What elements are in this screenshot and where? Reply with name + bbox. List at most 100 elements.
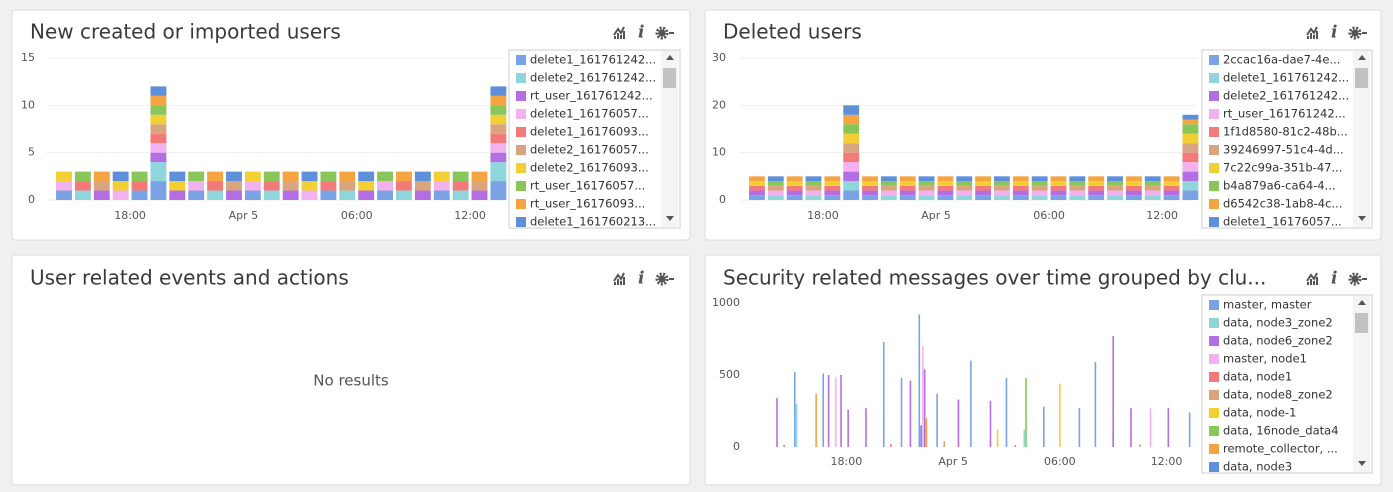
legend-swatch[interactable]	[516, 91, 526, 101]
legend-swatch[interactable]	[1209, 336, 1219, 346]
legend-label[interactable]: 1f1d8580-81c2-48b...	[1223, 125, 1348, 139]
bar-segment	[244, 171, 261, 182]
bar-segment	[74, 190, 91, 200]
legend-swatch[interactable]	[516, 163, 526, 173]
legend-label[interactable]: rt_user_161761242...	[530, 89, 653, 103]
legend-swatch[interactable]	[1209, 181, 1219, 191]
bar-segment	[899, 195, 916, 200]
x-tick-label: 06:00	[341, 209, 373, 222]
legend-label[interactable]: 39246997-51c4-4d...	[1223, 143, 1344, 157]
bar-segment	[226, 171, 242, 182]
legend-label[interactable]: rt_user_16176093...	[530, 197, 645, 211]
legend-label[interactable]: rt_user_161761242...	[1223, 107, 1346, 121]
legend-swatch[interactable]	[1209, 408, 1219, 418]
legend-swatch[interactable]	[1209, 300, 1219, 310]
legend-swatch[interactable]	[1209, 73, 1219, 83]
bar-segment	[471, 171, 488, 182]
legend-label[interactable]: delete2_16176093...	[530, 161, 649, 175]
bar-segment	[112, 190, 129, 200]
legend-swatch[interactable]	[516, 73, 526, 83]
legend-label[interactable]: data, node6_zone2	[1223, 334, 1333, 348]
legend-swatch[interactable]	[1209, 145, 1219, 155]
legend-swatch[interactable]	[516, 55, 526, 65]
legend-label[interactable]: delete2_16176057...	[530, 143, 649, 157]
y-tick-label: 10	[21, 98, 35, 111]
legend-label[interactable]: delete1_161761242...	[530, 53, 656, 67]
legend-swatch[interactable]	[516, 109, 526, 119]
bar-segment	[433, 181, 450, 191]
scroll-up[interactable]	[1358, 300, 1366, 305]
legend-label[interactable]: master, master	[1223, 298, 1312, 312]
bar-segment	[320, 181, 337, 191]
legend-label[interactable]: delete1_16176057...	[1223, 215, 1342, 229]
y-tick-label: 10	[712, 146, 726, 159]
x-tick-label: 12:00	[454, 209, 486, 222]
bar-segment	[490, 114, 507, 125]
bar-segment	[1031, 190, 1048, 196]
legend-swatch[interactable]	[1209, 199, 1219, 209]
legend-swatch[interactable]	[1209, 91, 1219, 101]
scrollbar-thumb[interactable]	[1355, 68, 1368, 88]
legend-swatch[interactable]	[516, 181, 526, 191]
legend-label[interactable]: data, 16node_data4	[1223, 424, 1339, 438]
legend-swatch[interactable]	[516, 127, 526, 137]
legend-label[interactable]: delete2_161761242...	[1223, 89, 1349, 103]
legend-swatch[interactable]	[1209, 390, 1219, 400]
widget-title: Security related messages over time grou…	[723, 266, 1266, 290]
legend-swatch[interactable]	[1209, 109, 1219, 119]
bar-segment	[150, 124, 167, 134]
bar-segment	[749, 181, 765, 186]
legend-label[interactable]: data, node3	[1223, 460, 1292, 474]
legend-swatch[interactable]	[1209, 55, 1219, 65]
bar-segment	[112, 181, 129, 191]
legend-label[interactable]: data, node8_zone2	[1223, 388, 1333, 402]
legend-swatch[interactable]	[1209, 217, 1219, 227]
bar-segment	[994, 190, 1010, 196]
legend-swatch[interactable]	[1209, 426, 1219, 436]
legend-label[interactable]: remote_collector, ...	[1223, 442, 1338, 456]
scrollbar-track[interactable]	[661, 51, 678, 227]
legend-label[interactable]: data, node-1	[1223, 406, 1296, 420]
legend-label[interactable]: 2ccac16a-dae7-4e...	[1223, 53, 1340, 67]
legend-swatch[interactable]	[1209, 462, 1219, 472]
legend-label[interactable]: b4a879a6-ca64-4...	[1223, 179, 1336, 193]
legend-label[interactable]: delete1_16176057...	[530, 107, 649, 121]
x-tick-label: Apr 5	[229, 209, 259, 222]
legend-swatch[interactable]	[1209, 318, 1219, 328]
legend-label[interactable]: data, node3_zone2	[1223, 316, 1333, 330]
legend-swatch[interactable]	[1209, 372, 1219, 382]
widget-card	[11, 254, 691, 486]
scroll-down[interactable]	[666, 216, 674, 221]
legend-label[interactable]: rt_user_16176057...	[530, 179, 645, 193]
legend-label[interactable]: delete1_161760213...	[530, 215, 656, 229]
scrollbar-thumb[interactable]	[1355, 313, 1368, 333]
legend-swatch[interactable]	[516, 145, 526, 155]
scrollbar-track[interactable]	[1353, 51, 1370, 227]
scrollbar-thumb[interactable]	[663, 68, 676, 88]
legend-swatch[interactable]	[516, 217, 526, 227]
bar-segment	[1069, 181, 1086, 186]
legend-label[interactable]: master, node1	[1223, 352, 1307, 366]
bar-segment	[1144, 185, 1161, 191]
legend-swatch[interactable]	[1209, 354, 1219, 364]
legend-swatch[interactable]	[516, 199, 526, 209]
legend-label[interactable]: delete2_161761242...	[530, 71, 656, 85]
legend-label[interactable]: delete1_16176093...	[530, 125, 649, 139]
bar-segment	[1069, 190, 1086, 196]
legend-label[interactable]: 7c22c99a-351b-47...	[1223, 161, 1342, 175]
legend-swatch[interactable]	[1209, 163, 1219, 173]
legend-label[interactable]: d6542c38-1ab8-4c...	[1223, 197, 1342, 211]
legend-label[interactable]: delete1_161761242...	[1223, 71, 1349, 85]
scroll-up[interactable]	[666, 55, 674, 60]
scroll-down[interactable]	[1358, 461, 1366, 466]
bar-segment	[1182, 133, 1199, 144]
scroll-down[interactable]	[1358, 216, 1366, 221]
legend-swatch[interactable]	[1209, 127, 1219, 137]
legend-label[interactable]: data, node1	[1223, 370, 1292, 384]
scroll-up[interactable]	[1358, 55, 1366, 60]
legend-swatch[interactable]	[1209, 444, 1219, 454]
x-tick-label: 18:00	[114, 209, 146, 222]
empty-message: No results	[313, 372, 389, 390]
scrollbar-track[interactable]	[1353, 296, 1370, 472]
